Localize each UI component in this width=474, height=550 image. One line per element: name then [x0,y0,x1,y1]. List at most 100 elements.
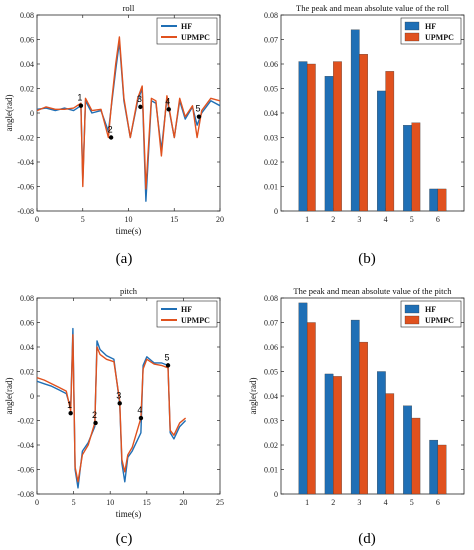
panel-label-d: (d) [358,531,376,547]
roll-time-title: roll [123,3,135,13]
pitch-time-ytick-label: 0.08 [20,294,34,303]
roll-bars-bar-upmpc-1 [306,63,316,212]
pitch-bars-ytick-label: 0.03 [264,416,278,425]
pitch-bars-xtick-label: 2 [331,498,335,507]
pitch-time-xtick-label: 20 [179,498,187,507]
roll-time-ytick-label: -0.02 [17,133,34,142]
pitch-time-annotation-point-4 [138,415,144,421]
panel-label-a: (a) [116,251,133,267]
roll-bars-xtick-label: 2 [331,215,335,224]
roll-time-xtick-label: 5 [81,215,85,224]
pitch-bars-bar-upmpc-2 [333,376,342,495]
roll-time-ytick-label: -0.04 [17,158,34,167]
pitch-bars-xtick-label: 3 [357,498,361,507]
roll-time-annotation-point-4 [166,107,171,112]
pitch-time-ytick-label: 0.06 [20,318,34,327]
roll-time-annotation-label-1: 1 [77,93,82,103]
roll-time-ytick-label: 0.04 [20,60,34,69]
pitch-bars-xtick-label: 4 [384,498,388,507]
roll-time-series-hf [37,41,220,202]
roll-bars-bar-upmpc-4 [385,71,395,212]
roll-bars-bar-upmpc-5 [411,122,421,212]
roll-bars-legend-swatch-hf [404,21,420,31]
roll-bars-xtick-label: 6 [436,215,440,224]
pitch-bars-ytick-label: 0.05 [264,367,278,376]
roll-time-xlabel: time(s) [116,226,142,236]
roll-bars-ytick-label: 0.02 [264,158,278,167]
pitch-time-xtick-label: 0 [35,498,39,507]
panel-label-b: (b) [358,251,376,267]
pitch-time-plot-frame [36,297,221,495]
roll-time-xtick-label: 20 [216,215,224,224]
roll-bars-ytick-label: 0.03 [264,133,278,142]
roll-time-chart: -0.08 -0.06 -0.04 -0.02 0 0.02 0.04 0.06 0.08 0 5 1… [4,3,224,236]
roll-time-xtick-label: 15 [170,215,178,224]
roll-bar-chart: 0 0.01 0.02 0.03 0.04 0.05 0.06 0.07 0.08 1 2 3 4 5 6 T… [264,3,465,224]
pitch-time-legend-box [156,300,218,328]
pitch-bars-xtick-label: 5 [410,498,414,507]
pitch-time-annotation-point-2 [93,420,98,426]
pitch-bars-bar-hf-4 [377,371,386,495]
pitch-time-annotation-label-2: 2 [92,410,97,420]
roll-bars-bar-upmpc-2 [333,61,342,212]
pitch-time-ytick-label: -0.02 [17,416,34,425]
pitch-time-chart: -0.08 -0.06 -0.04 -0.02 0 0.02 0.04 0.06 0.08 0 5 1… [4,286,224,519]
roll-time-ylabel: angle(rad) [4,95,14,132]
pitch-bars-bar-hf-6 [429,439,439,495]
roll-time-ytick-label: -0.08 [17,207,34,216]
roll-bars-legend-label-hf: HF [425,22,436,31]
pitch-bars-xtick-label: 6 [436,498,440,507]
pitch-time-annotation-point-1 [68,410,73,416]
pitch-bars-legend-swatch-upmpc [404,315,420,325]
roll-bars-legend-label-upmpc: UPMPC [425,33,454,42]
roll-bars-ytick-label: 0.07 [264,35,278,44]
roll-time-annotation-point-3 [138,104,143,110]
roll-time-annotation-label-5: 5 [195,104,200,114]
roll-time-annotation-point-1 [78,103,84,108]
roll-time-annotation-label-3: 3 [137,94,142,104]
pitch-bars-bar-upmpc-1 [306,322,316,495]
roll-bars-title: The peak and mean absolute value of the … [296,3,450,13]
roll-bars-bar-hf-1 [298,61,308,212]
roll-bars-bar-hf-2 [324,76,334,212]
roll-time-annotation-point-2 [108,135,114,140]
pitch-bars-title: The peak and mean absolute value of the … [293,286,452,296]
pitch-bars-ytick-label: 0.07 [264,318,278,327]
roll-time-legend-label-hf: HF [181,22,192,31]
roll-time-legend-label-upmpc: UPMPC [181,33,210,42]
pitch-time-annotation-label-3: 3 [116,390,121,400]
roll-time-xtick-label: 0 [35,215,39,224]
roll-time-annotation-point-5 [196,114,202,119]
roll-time-ytick-label: 0.08 [20,11,34,20]
roll-time-xtick-label: 10 [125,215,133,224]
roll-bars-ytick-label: 0.04 [264,109,278,118]
roll-time-ytick-label: 0 [30,109,34,118]
roll-bars-xtick-label: 4 [384,215,388,224]
pitch-bars-bar-hf-3 [350,319,360,495]
panel-label-c: (c) [116,531,133,547]
roll-time-ytick-label: -0.06 [17,182,34,191]
pitch-bars-bar-upmpc-6 [437,444,447,495]
roll-bars-ytick-label: 0.01 [264,182,278,191]
pitch-bars-ytick-label: 0.08 [264,294,278,303]
pitch-bars-legend-label-upmpc: UPMPC [425,316,454,325]
pitch-bar-chart: 0 0.01 0.02 0.03 0.04 0.05 0.06 0.07 0.08 1 2 3 4 5 6 T… [248,286,465,507]
roll-bars-bar-hf-3 [350,29,360,212]
pitch-bars-legend-swatch-hf [404,304,420,314]
pitch-time-ytick-label: -0.04 [17,441,34,450]
roll-bars-bar-upmpc-3 [359,54,368,212]
pitch-time-ytick-label: 0.02 [20,367,34,376]
pitch-bars-ytick-label: 0.04 [264,392,278,401]
pitch-time-annotation-point-5 [165,363,171,368]
pitch-time-legend-label-hf: HF [181,305,192,314]
pitch-bars-ytick-label: 0.06 [264,343,278,352]
roll-time-ytick-label: 0.02 [20,84,34,93]
pitch-bars-bar-hf-1 [298,302,308,495]
pitch-bars-ytick-label: 0.02 [264,441,278,450]
roll-bars-bar-hf-4 [377,90,386,212]
roll-time-legend-box [156,17,218,45]
roll-time-annotation-label-2: 2 [108,125,113,135]
pitch-time-legend-label-upmpc: UPMPC [181,316,210,325]
roll-bars-ytick-label: 0.08 [264,11,278,20]
